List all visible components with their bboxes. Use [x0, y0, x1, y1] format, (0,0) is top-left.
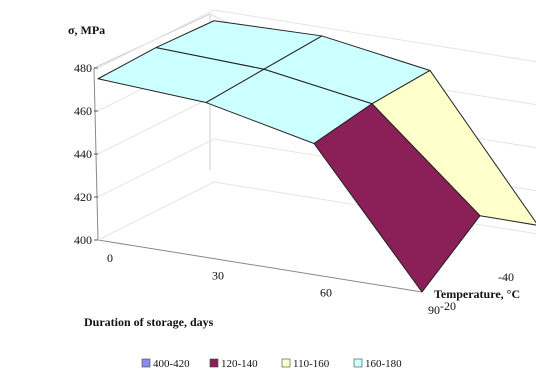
x-tick-label: 90	[428, 303, 440, 317]
legend-item: 110-160	[281, 358, 330, 370]
z-axis-label: σ, MPa	[68, 23, 105, 37]
legend-label: 110-160	[293, 358, 330, 370]
legend-label: 120-140	[221, 358, 258, 370]
gridline	[97, 9, 536, 69]
legend-label: 400-420	[153, 358, 190, 370]
x-axis-label: Duration of storage, days	[84, 315, 214, 329]
legend-swatch	[209, 358, 219, 368]
z-tick-label: 440	[74, 147, 92, 161]
x-tick-label: 0	[107, 251, 113, 265]
legend-swatch	[141, 358, 151, 368]
x-tick-label: 30	[212, 268, 224, 282]
legend-item: 400-420	[141, 358, 190, 370]
z-tick-label: 460	[74, 104, 92, 118]
y-tick-label: -40	[498, 270, 514, 284]
legend-label: 160-180	[365, 358, 402, 370]
z-tick-label: 480	[74, 61, 92, 75]
surface-plot	[97, 20, 536, 293]
legend-swatch	[281, 358, 291, 368]
x-tick-label: 60	[320, 286, 332, 300]
y-axis-label: Temperature, °C	[434, 287, 520, 301]
legend: 400-420 120-140 110-160 160-180	[141, 358, 402, 370]
legend-item: 160-180	[353, 358, 402, 370]
surface-patch	[313, 103, 481, 293]
z-tick-label: 420	[74, 190, 92, 204]
z-tick-label: 400	[74, 233, 92, 247]
legend-swatch	[353, 358, 363, 368]
legend-item: 120-140	[209, 358, 258, 370]
y-tick-label: -20	[440, 299, 456, 313]
